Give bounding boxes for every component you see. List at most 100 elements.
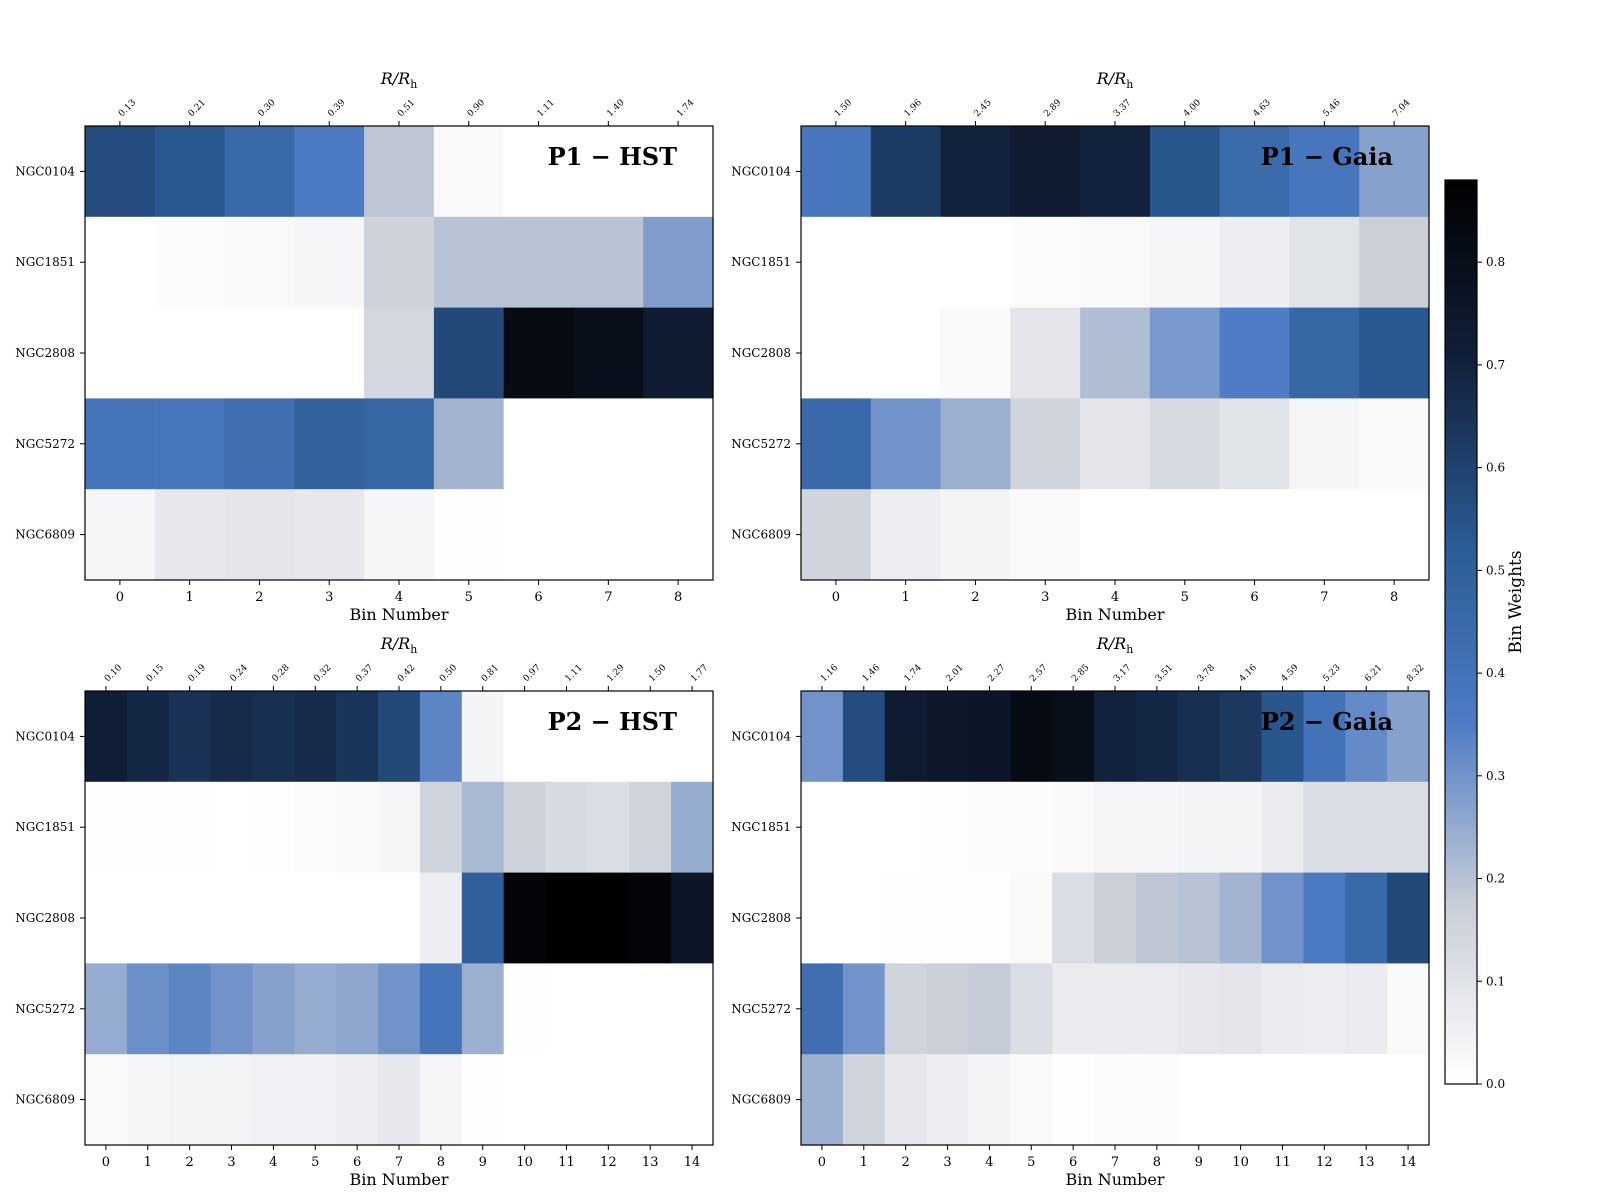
heatmap-cell (671, 1054, 714, 1146)
heatmap-cell (364, 126, 435, 218)
x-tick-label: 12 (1316, 1155, 1333, 1170)
heatmap-cell (126, 781, 170, 874)
heatmap-cell (968, 1054, 1011, 1146)
heatmap-cell (870, 307, 942, 399)
heatmap-cell (85, 781, 128, 874)
top-tick-label: 1.74 (903, 663, 924, 684)
heatmap-cell (433, 307, 505, 399)
top-tick-label: 3.78 (1196, 663, 1217, 684)
heatmap-cell (1052, 691, 1095, 783)
heatmap-cell (1010, 872, 1053, 964)
top-tick-label: 0.37 (354, 663, 375, 684)
top-tick-label: 0.42 (396, 663, 417, 684)
heatmap-cell (503, 691, 547, 783)
heatmap-cell (940, 307, 1011, 399)
heatmap-cell (1094, 872, 1137, 964)
heatmap-cell (573, 307, 644, 399)
heatmap-cell (926, 691, 970, 783)
x-tick-label: 1 (144, 1155, 152, 1170)
heatmap-cell (968, 963, 1011, 1055)
heatmap-cell (1289, 307, 1360, 399)
heatmap-cell (587, 691, 630, 783)
heatmap-cell (503, 489, 575, 581)
x-tick-label: 4 (269, 1155, 277, 1170)
heatmap-cell (1094, 691, 1137, 783)
heatmap-cell (587, 781, 630, 874)
top-tick-label: 3.51 (1154, 663, 1175, 684)
heatmap-cell (378, 872, 421, 964)
heatmap-cell (419, 963, 463, 1055)
heatmap-cell (1010, 307, 1081, 399)
heatmap-cell (168, 1054, 212, 1146)
x-tick-label: 7 (395, 1155, 403, 1170)
heatmap-cell (1010, 691, 1053, 783)
x-tick-label: 8 (674, 590, 682, 605)
panel-label: P1 − HST (548, 142, 678, 171)
top-tick-label: 0.28 (270, 663, 291, 684)
y-tick-label: NGC1851 (15, 820, 75, 834)
heatmap-cell (85, 398, 156, 490)
heatmap-cell (85, 307, 156, 399)
heatmap-cell (643, 216, 714, 309)
heatmap-cell (252, 872, 295, 964)
heatmap-cell (1080, 489, 1151, 581)
x-tick-label: 5 (1181, 590, 1189, 605)
heatmap-cell (1010, 398, 1081, 490)
heatmap-cell (503, 216, 575, 309)
heatmap-cell (503, 126, 575, 218)
top-tick-label: 0.32 (312, 663, 333, 684)
colorbar-tick-label: 0.7 (1486, 358, 1505, 372)
y-tick-label: NGC0104 (731, 729, 791, 743)
heatmap-cell (587, 963, 630, 1055)
heatmap-cell (573, 126, 644, 218)
heatmap-cell (801, 1054, 844, 1146)
y-tick-label: NGC6809 (731, 528, 791, 542)
top-tick-label: 1.11 (564, 663, 585, 684)
heatmap-cell (1094, 963, 1137, 1055)
heatmap-cell (1149, 216, 1221, 309)
heatmap-cell (1387, 872, 1430, 964)
top-tick-label: 0.21 (187, 98, 208, 119)
heatmap-cell (1080, 307, 1151, 399)
heatmap-cell (968, 781, 1011, 874)
heatmap-cell (587, 872, 630, 964)
heatmap-cell (1135, 781, 1179, 874)
colorbar-tick-label: 0.5 (1486, 563, 1505, 577)
heatmap-cell (433, 216, 505, 309)
heatmap-cell (1080, 216, 1151, 309)
heatmap-cell (1345, 691, 1388, 783)
heatmap-cell (801, 781, 844, 874)
x-tick-label: 3 (1041, 590, 1049, 605)
heatmap-cell (336, 1054, 379, 1146)
heatmap-cell (252, 1054, 295, 1146)
top-tick-label: 1.46 (861, 663, 882, 684)
heatmap-cell (1094, 781, 1137, 874)
heatmap-cell (940, 398, 1011, 490)
heatmap-cell (1149, 398, 1221, 490)
x-axis-label: Bin Number (1065, 605, 1164, 624)
heatmap-cell (1387, 1054, 1430, 1146)
top-tick-label: 0.24 (229, 663, 250, 684)
top-tick-label: 1.77 (689, 663, 710, 684)
x-tick-label: 13 (1358, 1155, 1375, 1170)
x-tick-label: 6 (353, 1155, 361, 1170)
colorbar-tick-label: 0.3 (1486, 769, 1505, 783)
heatmap-cell (1303, 691, 1346, 783)
heatmap-cell (85, 126, 156, 218)
heatmap-cell (1094, 1054, 1137, 1146)
y-tick-label: NGC2808 (15, 346, 75, 360)
heatmap-cell (294, 1054, 337, 1146)
heatmap-cell (1010, 126, 1081, 218)
heatmap-cell (1219, 691, 1263, 783)
top-tick-label: 0.90 (466, 98, 487, 119)
heatmap-cell (1345, 781, 1388, 874)
heatmap-cell (210, 1054, 254, 1146)
x-tick-label: 3 (943, 1155, 951, 1170)
heatmap-cell (1303, 781, 1346, 874)
heatmap-cell (1149, 489, 1221, 581)
top-tick-label: 4.63 (1252, 98, 1273, 119)
heatmap-cell (224, 126, 295, 218)
heatmap-cell (1303, 1054, 1346, 1146)
y-tick-label: NGC0104 (15, 164, 75, 178)
